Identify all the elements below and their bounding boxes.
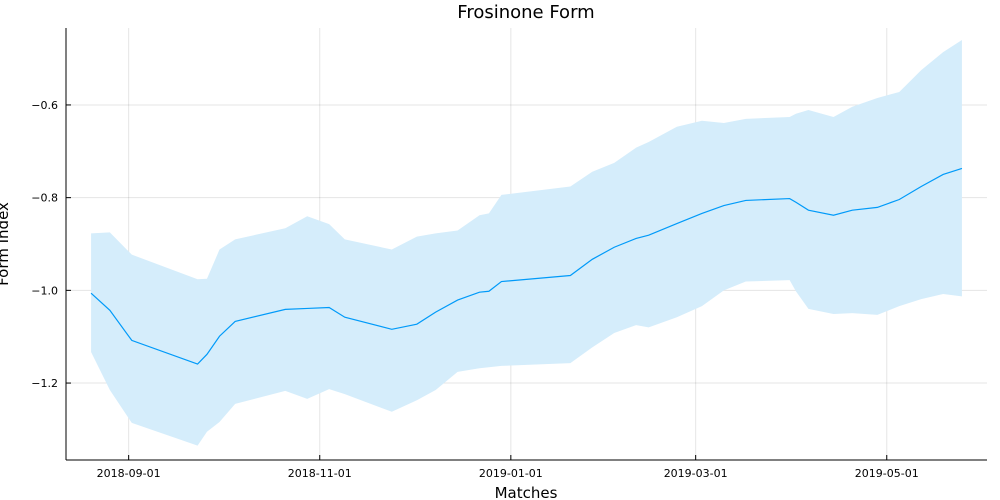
y-tick-label: −0.8 bbox=[31, 192, 58, 205]
line bbox=[90, 167, 963, 365]
chart-title: Frosinone Form bbox=[457, 2, 594, 23]
x-axis-label: Matches bbox=[495, 484, 558, 500]
confidence-band bbox=[91, 40, 962, 446]
x-tick-label: 2019-01-01 bbox=[479, 467, 543, 480]
y-axis-label: Form Index bbox=[0, 202, 12, 286]
y-tick-label: −0.6 bbox=[31, 99, 58, 112]
x-tick-label: 2019-05-01 bbox=[855, 467, 919, 480]
x-tick-label: 2019-03-01 bbox=[664, 467, 728, 480]
y-tick-label: −1.0 bbox=[31, 284, 58, 297]
x-tick-label: 2018-09-01 bbox=[97, 467, 161, 480]
y-tick-label: −1.2 bbox=[31, 377, 58, 390]
x-tick-label: 2018-11-01 bbox=[288, 467, 352, 480]
